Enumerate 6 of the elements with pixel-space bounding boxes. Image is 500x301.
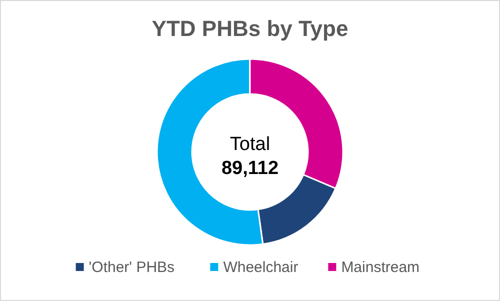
chart-title: YTD PHBs by Type bbox=[152, 16, 348, 41]
text: Total bbox=[230, 134, 270, 155]
legend-label: Wheelchair bbox=[223, 259, 298, 276]
legend-label: 'Other' PHBs bbox=[88, 259, 175, 276]
legend-label: Mainstream bbox=[341, 259, 420, 276]
text: 89,112 bbox=[221, 158, 279, 179]
